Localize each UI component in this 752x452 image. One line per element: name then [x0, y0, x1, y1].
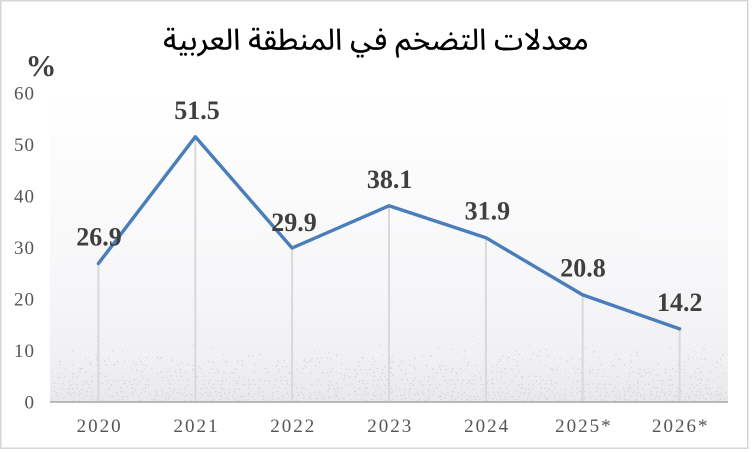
svg-text:2024: 2024	[464, 416, 510, 437]
svg-text:20: 20	[14, 290, 35, 311]
svg-text:2025*: 2025*	[555, 416, 613, 437]
svg-text:38.1: 38.1	[367, 165, 413, 194]
svg-text:51.5: 51.5	[174, 96, 220, 125]
svg-text:%: %	[26, 48, 57, 83]
svg-text:0: 0	[25, 393, 36, 414]
svg-text:10: 10	[14, 341, 35, 362]
svg-text:2021: 2021	[174, 416, 220, 437]
svg-text:2020: 2020	[77, 416, 123, 437]
svg-text:31.9: 31.9	[465, 197, 511, 226]
svg-text:2026*: 2026*	[652, 416, 710, 437]
svg-text:40: 40	[14, 187, 35, 208]
svg-text:29.9: 29.9	[271, 208, 317, 237]
svg-text:2023: 2023	[367, 416, 413, 437]
svg-text:2022: 2022	[270, 416, 316, 437]
svg-text:50: 50	[14, 135, 35, 156]
svg-text:30: 30	[14, 238, 35, 259]
svg-text:60: 60	[14, 84, 35, 105]
svg-text:20.8: 20.8	[560, 253, 606, 282]
svg-text:14.2: 14.2	[657, 288, 703, 317]
svg-text:26.9: 26.9	[76, 222, 122, 251]
